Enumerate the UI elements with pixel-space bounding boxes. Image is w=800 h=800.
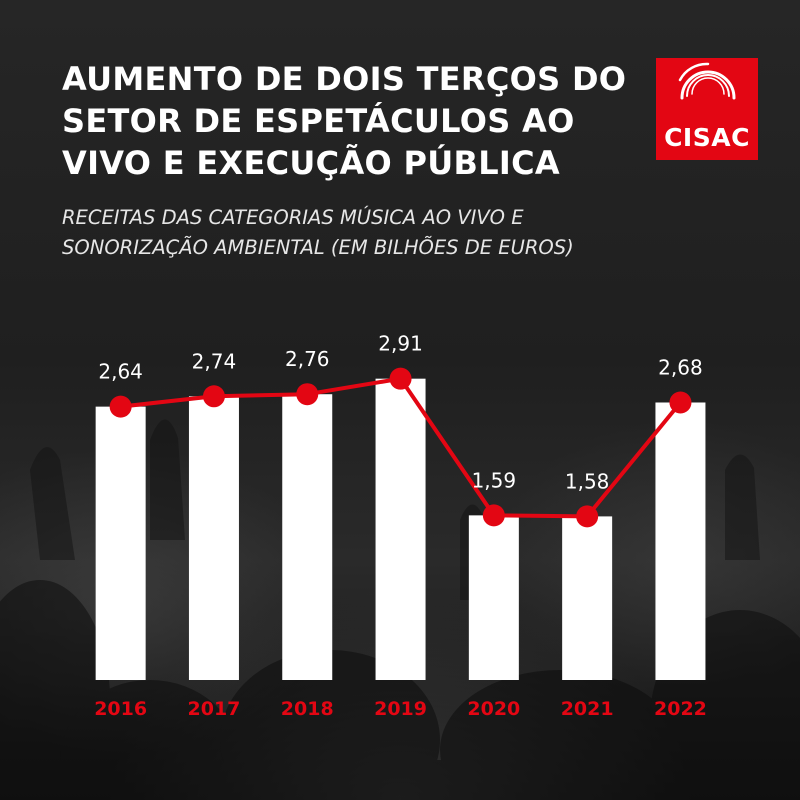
logo-text: CISAC	[664, 123, 750, 152]
title-line-1: AUMENTO DE DOIS TERÇOS DO	[62, 60, 627, 98]
x-tick-label-2017: 2017	[188, 698, 241, 720]
chart-subtitle: RECEITAS DAS CATEGORIAS MÚSICA AO VIVO E…	[62, 203, 702, 263]
logo-swirl-icon	[678, 62, 736, 100]
chart-title: AUMENTO DE DOIS TERÇOS DO SETOR DE ESPET…	[62, 58, 627, 184]
value-label-2018: 2,76	[285, 347, 330, 371]
x-tick-label-2022: 2022	[654, 698, 707, 720]
bar-2016	[95, 406, 146, 680]
title-line-2: SETOR DE ESPETÁCULOS AO	[62, 102, 575, 140]
point-2022	[669, 391, 692, 414]
bar-2020	[468, 515, 519, 680]
point-2016	[109, 395, 132, 418]
value-label-2019: 2,91	[378, 332, 423, 356]
point-2021	[576, 505, 599, 528]
point-2018	[296, 383, 319, 406]
bar-2017	[188, 396, 239, 680]
x-tick-label-2018: 2018	[281, 698, 334, 720]
x-tick-label-2021: 2021	[561, 698, 614, 720]
subtitle-line-2: SONORIZAÇÃO AMBIENTAL (EM BILHÕES DE EUR…	[62, 236, 574, 259]
x-tick-label-2019: 2019	[374, 698, 427, 720]
bar-2021	[562, 516, 613, 680]
cisac-logo: CISAC	[656, 58, 758, 160]
point-2017	[202, 385, 225, 408]
bar-2018	[282, 394, 333, 680]
point-2019	[389, 367, 412, 390]
bar-2019	[375, 378, 426, 680]
value-label-2017: 2,74	[192, 349, 237, 373]
bar-2022	[655, 402, 706, 680]
title-line-3: VIVO E EXECUÇÃO PÚBLICA	[62, 144, 560, 182]
subtitle-line-1: RECEITAS DAS CATEGORIAS MÚSICA AO VIVO E	[62, 206, 524, 229]
value-label-2021: 1,58	[565, 469, 610, 493]
value-label-2022: 2,68	[658, 355, 703, 379]
value-label-2016: 2,64	[98, 360, 143, 384]
value-label-2020: 1,59	[472, 468, 517, 492]
x-tick-label-2016: 2016	[94, 698, 147, 720]
x-tick-label-2020: 2020	[467, 698, 520, 720]
point-2020	[482, 504, 505, 527]
